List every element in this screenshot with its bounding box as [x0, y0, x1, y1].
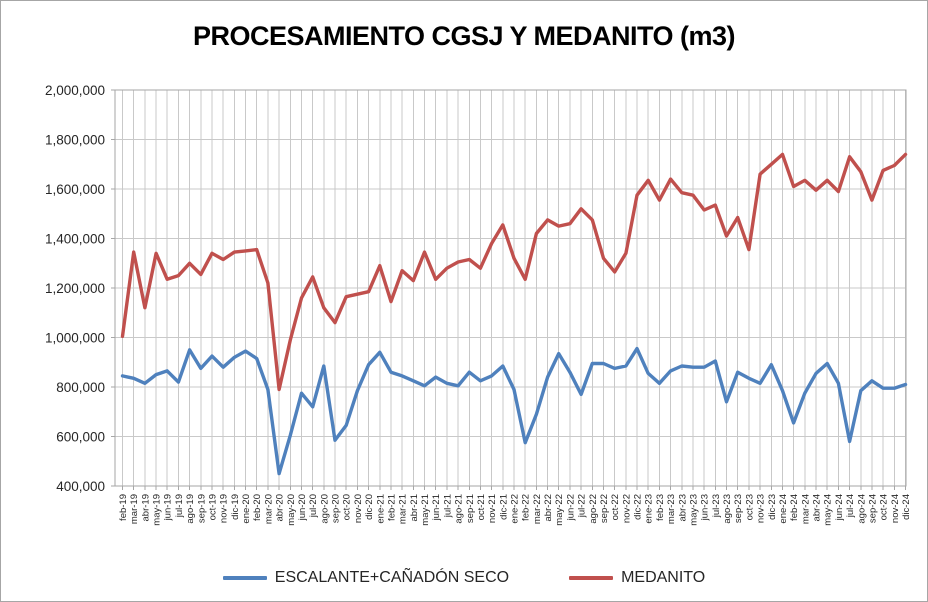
y-axis-tick-label: 1,000,000: [45, 331, 105, 346]
x-axis-tick-label: dic-19: [230, 494, 241, 520]
x-axis-tick-label: sep-22: [599, 494, 610, 523]
y-axis-tick-label: 2,000,000: [45, 83, 105, 98]
x-axis-tick-label: may-24: [823, 494, 834, 526]
x-axis-tick-label: mar-24: [800, 494, 811, 524]
legend-label-medanito: MEDANITO: [621, 569, 706, 586]
legend-item-escalante[interactable]: ESCALANTE+CAÑADÓN SECO: [222, 569, 510, 587]
x-axis-tick-label: jul-23: [711, 494, 722, 518]
x-axis-tick-label: feb-23: [655, 494, 666, 521]
x-axis-tick-label: jun-22: [565, 494, 576, 521]
x-axis-tick-label: sep-19: [196, 494, 207, 523]
x-axis-tick-label: dic-23: [767, 494, 778, 520]
x-axis-tick-label: oct-22: [610, 494, 621, 520]
series-line-medanito[interactable]: [120, 152, 908, 392]
y-axis-tick-label: 1,200,000: [45, 281, 105, 296]
x-axis-tick-label: feb-24: [789, 494, 800, 521]
x-axis-tick-label: ago-24: [856, 494, 867, 524]
legend: ESCALANTE+CAÑADÓN SECO MEDANITO: [1, 569, 927, 587]
legend-item-medanito[interactable]: MEDANITO: [569, 569, 705, 587]
y-axis-tick-label: 800,000: [56, 380, 105, 395]
x-axis-tick-label: nov-20: [353, 494, 364, 523]
x-axis-tick-label: nov-21: [487, 494, 498, 523]
x-axis-tick-label: ene-24: [778, 494, 789, 524]
x-axis-tick-label: jul-21: [442, 494, 453, 518]
legend-swatch-medanito: [569, 576, 614, 580]
x-axis-tick-label: feb-20: [252, 494, 263, 521]
y-axis-tick-label: 1,800,000: [45, 133, 105, 148]
x-axis-tick-label: sep-21: [465, 494, 476, 523]
x-axis-tick-label: mar-22: [532, 494, 543, 524]
x-axis-tick-label: ago-23: [722, 494, 733, 524]
x-axis-tick-label: dic-24: [901, 494, 912, 520]
x-axis-tick-label: dic-22: [633, 494, 644, 520]
y-axis-tick-label: 1,600,000: [45, 182, 105, 197]
x-axis-tick-label: sep-20: [331, 494, 342, 523]
x-axis-tick-label: feb-21: [387, 494, 398, 521]
x-axis-tick-label: sep-23: [733, 494, 744, 523]
x-axis-tick-label: nov-23: [756, 494, 767, 523]
x-axis-tick-label: may-22: [554, 494, 565, 526]
x-axis-tick-label: oct-20: [342, 494, 353, 520]
x-axis-tick-label: may-23: [689, 494, 700, 526]
x-axis-tick-label: abr-20: [275, 494, 286, 521]
x-axis-tick-label: jul-19: [174, 494, 185, 518]
x-axis-tick-label: ago-19: [185, 494, 196, 524]
x-axis-tick-label: nov-22: [621, 494, 632, 523]
x-axis-tick-label: jun-20: [297, 494, 308, 521]
x-axis-tick-label: abr-21: [409, 494, 420, 521]
x-axis-tick-label: jul-22: [577, 494, 588, 518]
x-axis-tick-label: dic-20: [364, 494, 375, 520]
x-axis-tick-label: nov-24: [890, 494, 901, 523]
x-axis-tick-label: dic-21: [498, 494, 509, 520]
x-axis-tick-label: jun-23: [700, 494, 711, 521]
y-axis-tick-label: 400,000: [56, 479, 105, 494]
x-axis-tick-label: may-20: [286, 494, 297, 526]
x-axis-tick-label: oct-21: [476, 494, 487, 520]
legend-label-escalante: ESCALANTE+CAÑADÓN SECO: [274, 569, 510, 586]
x-axis-tick-label: ene-21: [375, 494, 386, 524]
x-axis-tick-label: jun-24: [834, 494, 845, 521]
x-axis-tick-label: ene-22: [510, 494, 521, 524]
x-axis-tick-label: abr-24: [812, 494, 823, 521]
x-axis-tick-label: ago-21: [454, 494, 465, 524]
x-axis-tick-label: jun-19: [163, 494, 174, 521]
x-axis-tick-label: oct-23: [744, 494, 755, 520]
x-axis-tick-label: mar-19: [129, 494, 140, 524]
x-axis-tick-label: abr-23: [677, 494, 688, 521]
chart-title: PROCESAMIENTO CGSJ Y MEDANITO (m3): [192, 21, 736, 51]
x-axis-tick-label: may-21: [420, 494, 431, 526]
y-axis-tick-label: 600,000: [56, 430, 105, 445]
x-axis-tick-label: oct-19: [208, 494, 219, 520]
x-axis-tick-label: feb-22: [521, 494, 532, 521]
x-axis-tick-label: oct-24: [879, 494, 890, 520]
series-line-escalante[interactable]: [120, 346, 908, 476]
x-axis-tick-label: mar-23: [666, 494, 677, 524]
plot-border: [114, 89, 907, 487]
x-axis-tick-label: ago-22: [588, 494, 599, 524]
legend-swatch-escalante: [222, 576, 267, 580]
x-axis-tick-label: may-19: [152, 494, 163, 526]
x-axis-tick-label: mar-20: [263, 494, 274, 524]
x-axis-tick-label: feb-19: [118, 494, 129, 521]
x-axis-tick-label: ene-20: [241, 494, 252, 524]
y-axis-tick-label: 1,400,000: [45, 232, 105, 247]
x-axis-tick-label: jun-21: [431, 494, 442, 521]
x-axis-tick-label: ene-23: [644, 494, 655, 524]
x-axis-tick-label: abr-19: [140, 494, 151, 521]
x-axis-tick-label: ago-20: [319, 494, 330, 524]
x-axis-tick-label: jul-20: [308, 494, 319, 518]
x-axis-tick-label: sep-24: [867, 494, 878, 523]
x-axis-tick-label: nov-19: [219, 494, 230, 523]
x-axis-tick-label: abr-22: [543, 494, 554, 521]
x-axis-tick-label: jul-24: [845, 494, 856, 518]
x-axis-tick-label: mar-21: [398, 494, 409, 524]
